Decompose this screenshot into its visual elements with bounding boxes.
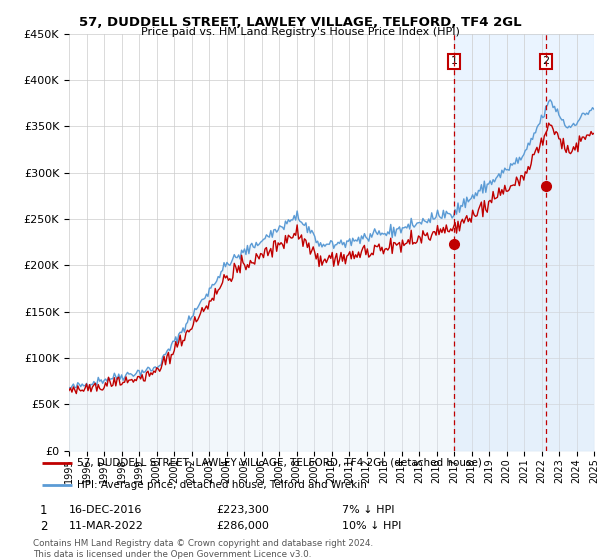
Text: 1: 1 [451,57,458,67]
Text: 10% ↓ HPI: 10% ↓ HPI [342,521,401,531]
Text: Price paid vs. HM Land Registry's House Price Index (HPI): Price paid vs. HM Land Registry's House … [140,27,460,37]
Text: 57, DUDDELL STREET, LAWLEY VILLAGE, TELFORD, TF4 2GL (detached house): 57, DUDDELL STREET, LAWLEY VILLAGE, TELF… [77,458,482,468]
Text: Contains HM Land Registry data © Crown copyright and database right 2024.
This d: Contains HM Land Registry data © Crown c… [33,539,373,559]
Text: 1: 1 [40,504,47,517]
Bar [454,34,594,451]
Text: HPI: Average price, detached house, Telford and Wrekin: HPI: Average price, detached house, Telf… [77,480,367,490]
Text: 16-DEC-2016: 16-DEC-2016 [69,505,142,515]
Text: 2: 2 [542,57,550,67]
Text: 7% ↓ HPI: 7% ↓ HPI [342,505,395,515]
Text: £223,300: £223,300 [216,505,269,515]
Text: 57, DUDDELL STREET, LAWLEY VILLAGE, TELFORD, TF4 2GL: 57, DUDDELL STREET, LAWLEY VILLAGE, TELF… [79,16,521,29]
Text: 2: 2 [40,520,47,534]
Text: £286,000: £286,000 [216,521,269,531]
Text: 11-MAR-2022: 11-MAR-2022 [69,521,144,531]
